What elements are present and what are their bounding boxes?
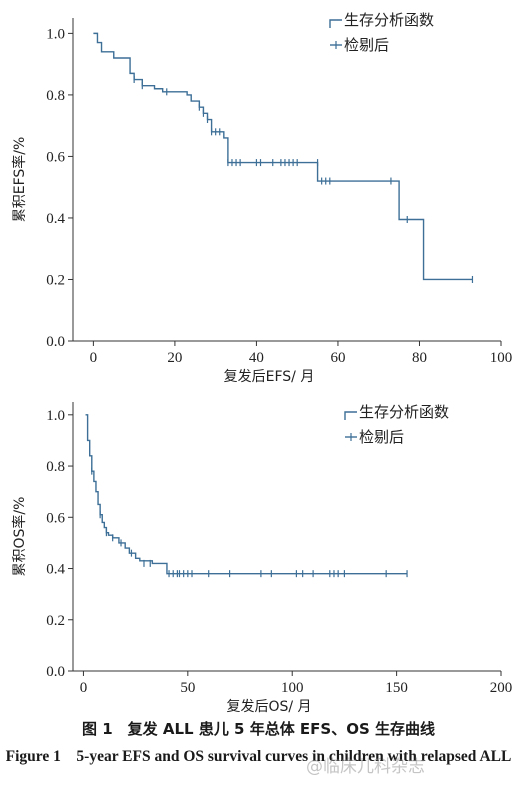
y-tick-label: 1.0: [46, 26, 65, 42]
chart-1: 0.0 0.2 0.4 0.6 0.8 1.0 0 20 40 60 80 100 复发后EFS/ 月 累…: [11, 11, 512, 385]
x-tick-label: 40: [249, 350, 264, 366]
journal-watermark: @临床儿科杂志: [306, 757, 425, 777]
y-axis-title: 累积OS率/%: [11, 497, 28, 577]
y-axis-title: 累积EFS率/%: [11, 137, 28, 223]
y-tick-label: 0.2: [46, 613, 65, 629]
x-tick-label: 80: [412, 350, 427, 366]
x-tick-label: 100: [490, 350, 513, 366]
legend-survival-symbol: [329, 19, 342, 28]
x-tick-label: 200: [490, 680, 513, 696]
x-tick-label: 20: [167, 350, 182, 366]
legend-entry-survival: 生存分析函数: [344, 11, 434, 29]
y-tick-label: 0.0: [46, 664, 65, 680]
x-tick-label: 50: [180, 680, 195, 696]
y-tick-label: 0.6: [46, 510, 65, 526]
x-tick-label: 100: [281, 680, 304, 696]
legend-entry-survival: 生存分析函数: [359, 403, 449, 421]
y-tick-label: 0.8: [46, 459, 65, 475]
x-tick-label: 0: [80, 680, 88, 696]
x-tick-label: 150: [385, 680, 408, 696]
chart-2: 0.0 0.2 0.4 0.6 0.8 1.0 0 50 100 150 200 复发后OS/ 月 累积…: [11, 402, 512, 715]
figure-caption-chinese: 图 1 复发 ALL 患儿 5 年总体 EFS、OS 生存曲线: [81, 720, 435, 738]
legend-entry-censored: 检剔后: [344, 36, 389, 54]
legend-survival-symbol: [344, 411, 357, 420]
y-tick-label: 0.6: [46, 149, 65, 165]
legend-entry-censored: 检剔后: [359, 428, 404, 446]
x-axis-title: 复发后EFS/ 月: [224, 368, 315, 385]
y-tick-label: 0.4: [46, 562, 65, 578]
x-tick-label: 0: [90, 350, 98, 366]
y-tick-label: 0.8: [46, 88, 65, 104]
y-tick-label: 0.4: [46, 211, 65, 227]
figure-caption-english: Figure 1 5-year EFS and OS survival curv…: [5, 748, 512, 765]
x-axis-title: 复发后OS/ 月: [226, 698, 311, 715]
y-tick-label: 1.0: [46, 408, 65, 424]
y-tick-label: 0.2: [46, 272, 65, 288]
survival-curve: [93, 32, 473, 281]
x-tick-label: 60: [330, 350, 345, 366]
y-tick-label: 0.0: [46, 334, 65, 350]
